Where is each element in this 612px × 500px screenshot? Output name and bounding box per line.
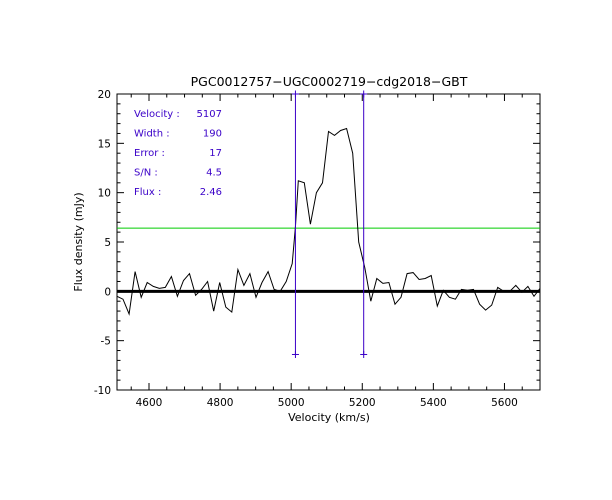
x-tick-label: 5000 — [278, 397, 305, 409]
y-tick-label: 15 — [98, 138, 111, 150]
y-tick-label: -5 — [101, 336, 111, 348]
y-tick-label: 5 — [104, 237, 111, 249]
spectrum-line — [116, 127, 541, 316]
fit-results: Velocity : 5107 Width : 190 Error : 17 S/N : 4.… — [134, 109, 222, 198]
fit-label: Flux : — [134, 187, 161, 198]
fit-value: 190 — [203, 129, 222, 140]
y-tick-label: -10 — [94, 385, 111, 397]
fit-label: Error : — [134, 148, 165, 159]
fit-label: Width : — [134, 129, 170, 140]
fit-value: 2.46 — [200, 187, 222, 198]
x-tick-label: 5600 — [491, 397, 518, 409]
plot-area: 4600 4800 5000 5200 5400 5600 -10 -5 0 5 10 15 20 — [94, 89, 541, 409]
y-tick-label: 0 — [104, 286, 111, 298]
y-tick-label: 20 — [98, 89, 111, 101]
x-axis-label: Velocity (km/s) — [288, 411, 370, 424]
fit-label: S/N : — [134, 168, 158, 179]
x-tick-label: 4600 — [136, 397, 163, 409]
fit-value: 4.5 — [206, 168, 222, 179]
fit-value: 17 — [209, 148, 222, 159]
x-tick-label: 5400 — [420, 397, 447, 409]
chart-title: PGC0012757−UGC0002719−cdg2018−GBT — [191, 74, 468, 89]
fit-value: 5107 — [197, 109, 222, 120]
y-axis-label: Flux density (mJy) — [72, 192, 85, 291]
fit-label: Velocity : — [134, 109, 180, 120]
plot-frame — [116, 93, 541, 391]
y-tick-label: 10 — [98, 188, 111, 200]
x-tick-label: 4800 — [207, 397, 234, 409]
x-tick-label: 5200 — [349, 397, 376, 409]
